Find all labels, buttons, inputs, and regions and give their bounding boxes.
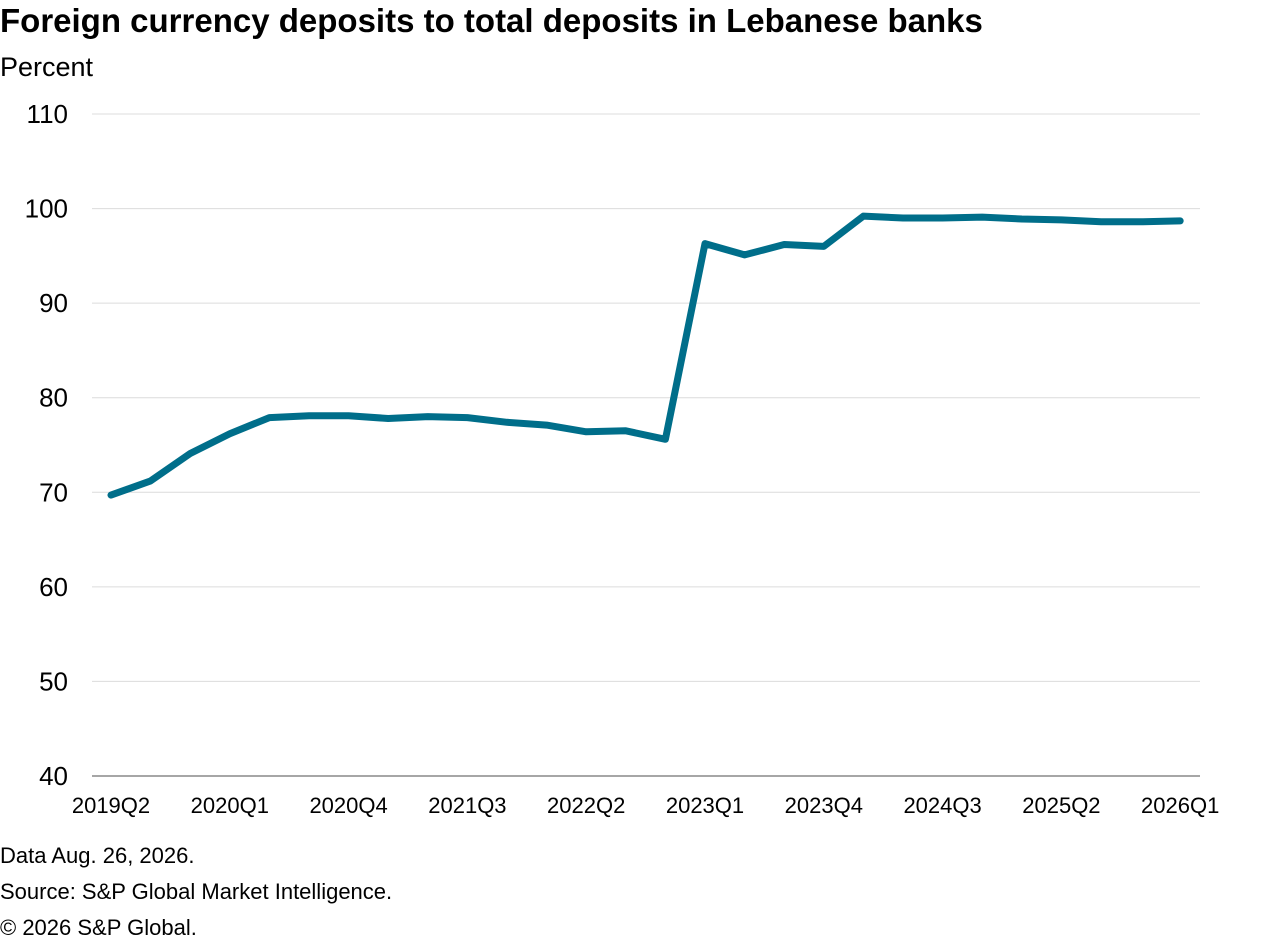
x-tick-label: 2024Q3: [903, 793, 981, 818]
y-axis-unit-label: Percent: [0, 52, 94, 82]
series-line-0: [107, 212, 1184, 499]
y-tick-label: 50: [39, 666, 68, 696]
y-tick-label: 70: [39, 477, 68, 507]
y-tick-label: 110: [27, 99, 68, 129]
y-tick-label: 40: [39, 761, 68, 791]
x-tick-label: 2022Q2: [547, 793, 625, 818]
y-tick-label: 60: [39, 572, 68, 602]
x-tick-label: 2023Q4: [785, 793, 863, 818]
x-tick-label: 2019Q2: [72, 793, 150, 818]
series-group: [107, 212, 1184, 499]
gridlines: [92, 113, 1200, 777]
x-tick-label: 2025Q2: [1022, 793, 1100, 818]
y-tick-label: 100: [25, 194, 68, 224]
y-tick-label: 80: [39, 383, 68, 413]
x-tick-label: 2023Q1: [666, 793, 744, 818]
x-tick-label: 2020Q4: [309, 793, 387, 818]
source-note: Source: S&P Global Market Intelligence.: [0, 879, 393, 904]
y-tick-label: 90: [39, 288, 68, 318]
x-tick-label: 2021Q3: [428, 793, 506, 818]
x-tick-label: 2026Q1: [1141, 793, 1219, 818]
x-tick-labels: 2019Q2 2020Q1 2020Q4 2021Q3 2022Q2 2023Q1 2023…: [72, 793, 1219, 818]
y-tick-labels: 40 50 60 70 80 90 100 110: [25, 99, 68, 791]
x-tick-label: 2020Q1: [191, 793, 269, 818]
chart-title: Foreign currency deposits to total depos…: [0, 2, 983, 39]
copyright-note: © 2026 S&P Global.: [0, 915, 197, 940]
data-date-note: Data Aug. 26, 2026.: [0, 843, 195, 868]
